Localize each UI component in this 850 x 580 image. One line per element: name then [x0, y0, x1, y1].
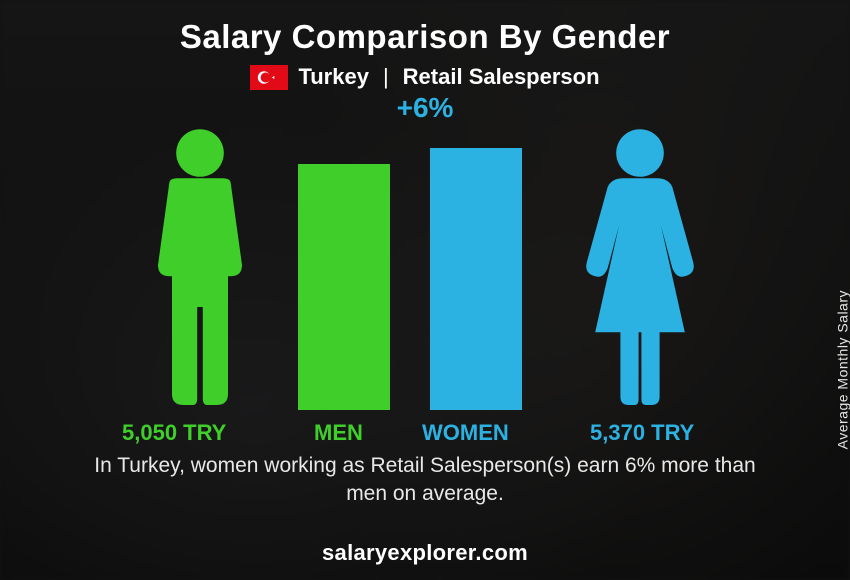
- women-bar: [430, 148, 522, 410]
- separator: |: [383, 64, 389, 90]
- male-figure-icon: [130, 125, 270, 410]
- men-bar: [298, 164, 390, 410]
- men-category-label: MEN: [314, 420, 363, 446]
- job-label: Retail Salesperson: [403, 64, 600, 90]
- women-category-label: WOMEN: [422, 420, 509, 446]
- difference-label: +6%: [397, 92, 454, 124]
- turkey-flag-icon: [250, 65, 288, 90]
- summary-text: In Turkey, women working as Retail Sales…: [30, 452, 820, 509]
- female-figure-icon: [570, 125, 710, 410]
- y-axis-label: Average Monthly Salary: [834, 290, 850, 449]
- page-title: Salary Comparison By Gender: [30, 18, 820, 56]
- chart-area: +6% 5,050 TRY MEN WO: [30, 98, 820, 458]
- women-value-label: 5,370 TRY: [590, 420, 694, 446]
- footer-attribution: salaryexplorer.com: [0, 540, 850, 566]
- subtitle-row: Turkey | Retail Salesperson: [30, 64, 820, 90]
- content-container: Salary Comparison By Gender Turkey | Ret…: [0, 0, 850, 580]
- country-label: Turkey: [298, 64, 369, 90]
- men-value-label: 5,050 TRY: [122, 420, 226, 446]
